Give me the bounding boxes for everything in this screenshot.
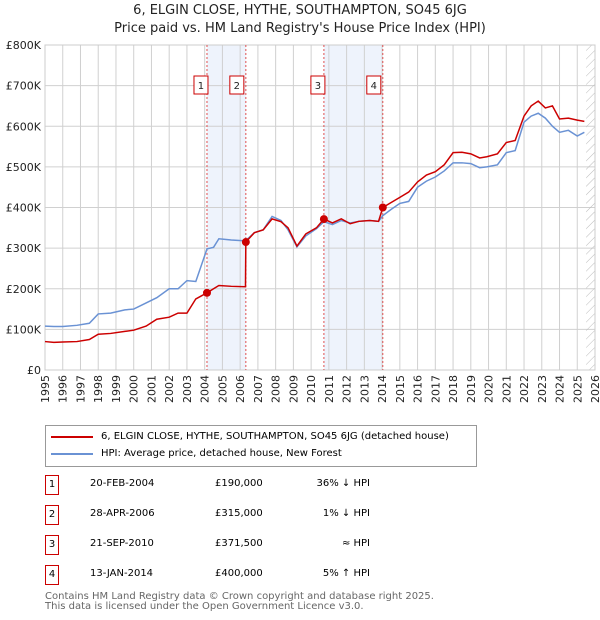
- x-tick-label: 2023: [536, 375, 549, 403]
- y-tick-label: £600K: [6, 120, 42, 133]
- sale-number: 1: [45, 475, 59, 495]
- sale-price: £371,500: [215, 538, 263, 549]
- x-tick-label: 2024: [554, 375, 567, 403]
- sale-marker-box: [310, 75, 326, 95]
- x-tick-label: 2021: [500, 375, 513, 403]
- sale-number: 3: [45, 535, 59, 555]
- x-tick-label: 2006: [234, 375, 247, 403]
- legend-red-swatch: [51, 435, 93, 438]
- y-tick-label: £700K: [6, 80, 42, 93]
- sale-marker-box: [229, 75, 245, 95]
- x-tick-label: 2001: [145, 375, 158, 403]
- y-tick-label: £0: [27, 364, 41, 377]
- sale-price: £190,000: [215, 478, 263, 489]
- x-tick-label: 2022: [518, 375, 531, 403]
- y-tick-label: £400K: [6, 202, 42, 215]
- x-tick-label: 2008: [270, 375, 283, 403]
- legend: 6, ELGIN CLOSE, HYTHE, SOUTHAMPTON, SO45…: [45, 425, 477, 467]
- sale-hpi-compare: 5% ↑ HPI: [322, 568, 370, 579]
- property-price-line: [44, 100, 585, 344]
- sale-row: 2 28-APR-2006 £315,000 1% ↓ HPI: [45, 505, 465, 525]
- sale-point: [378, 203, 387, 212]
- x-tick-label: 2017: [429, 375, 442, 403]
- sale-row: 3 21-SEP-2010 £371,500 ≈ HPI: [45, 535, 465, 555]
- footer-copyright: Contains HM Land Registry data © Crown c…: [45, 591, 434, 602]
- legend-hpi: HPI: Average price, detached house, New …: [101, 448, 342, 459]
- sale-price: £315,000: [215, 508, 263, 519]
- sale-hpi-compare: 36% ↓ HPI: [316, 478, 370, 489]
- x-tick-label: 2020: [483, 375, 496, 403]
- x-tick-label: 2026: [589, 375, 600, 403]
- sale-point: [241, 238, 250, 247]
- sale-date: 28-APR-2006: [90, 508, 155, 519]
- y-tick-label: £500K: [6, 161, 42, 174]
- x-tick-label: 2003: [181, 375, 194, 403]
- sale-row: 1 20-FEB-2004 £190,000 36% ↓ HPI: [45, 475, 465, 495]
- sale-marker-number: 4: [371, 81, 377, 92]
- x-tick-label: 1997: [74, 375, 87, 403]
- x-tick-label: 2002: [163, 375, 176, 403]
- footer-licence: This data is licensed under the Open Gov…: [45, 601, 364, 612]
- sale-date: 21-SEP-2010: [90, 538, 154, 549]
- sale-price: £400,000: [215, 568, 263, 579]
- sale-marker-box: [366, 75, 382, 95]
- x-tick-label: 2007: [252, 375, 265, 403]
- x-tick-label: 1999: [110, 375, 123, 403]
- y-tick-label: £100K: [6, 323, 42, 336]
- x-tick-label: 2005: [216, 375, 229, 403]
- x-tick-label: 2009: [287, 375, 300, 403]
- x-tick-label: 2015: [394, 375, 407, 403]
- chart-title: 6, ELGIN CLOSE, HYTHE, SOUTHAMPTON, SO45…: [133, 3, 467, 18]
- sale-row: 4 13-JAN-2014 £400,000 5% ↑ HPI: [45, 565, 465, 585]
- sale-date: 13-JAN-2014: [90, 568, 154, 579]
- sale-marker-box: [193, 75, 209, 95]
- chart-subtitle: Price paid vs. HM Land Registry's House …: [114, 21, 486, 36]
- x-tick-label: 2013: [358, 375, 371, 403]
- x-tick-label: 2016: [412, 375, 425, 403]
- x-tick-label: 1996: [57, 375, 70, 403]
- sale-number: 4: [45, 565, 59, 585]
- sale-marker-number: 2: [234, 81, 240, 92]
- legend-blue-swatch: [51, 452, 93, 455]
- sale-hpi-compare: 1% ↓ HPI: [322, 508, 370, 519]
- x-tick-label: 2019: [465, 375, 478, 403]
- x-tick-label: 2014: [376, 375, 389, 403]
- plot-frame: [44, 44, 596, 371]
- legend-property: 6, ELGIN CLOSE, HYTHE, SOUTHAMPTON, SO45…: [101, 431, 449, 442]
- sale-point: [319, 215, 328, 224]
- x-tick-label: 1995: [39, 375, 52, 403]
- x-tick-label: 1998: [92, 375, 105, 403]
- x-tick-label: 2025: [571, 375, 584, 403]
- sale-marker-number: 1: [198, 81, 204, 92]
- forecast-hatch: [586, 45, 595, 370]
- sale-number: 2: [45, 505, 59, 525]
- x-tick-label: 2004: [199, 375, 212, 403]
- x-tick-label: 2018: [447, 375, 460, 403]
- x-tick-label: 2010: [305, 375, 318, 403]
- x-tick-label: 2012: [341, 375, 354, 403]
- price-chart: 1995 1996 1997 1998 1999 2000 2001 2002 2003 2004…: [6, 39, 600, 403]
- y-tick-label: £800K: [6, 39, 42, 52]
- x-tick-label: 2011: [323, 375, 336, 403]
- y-tick-label: £200K: [6, 283, 42, 296]
- sale-hpi-compare: ≈ HPI: [341, 538, 370, 549]
- y-tick-label: £300K: [6, 242, 42, 255]
- x-tick-label: 2000: [128, 375, 141, 403]
- sale-point: [202, 288, 211, 297]
- sale-date: 20-FEB-2004: [90, 478, 155, 489]
- sale-marker-number: 3: [315, 81, 321, 92]
- hpi-line: [44, 112, 585, 328]
